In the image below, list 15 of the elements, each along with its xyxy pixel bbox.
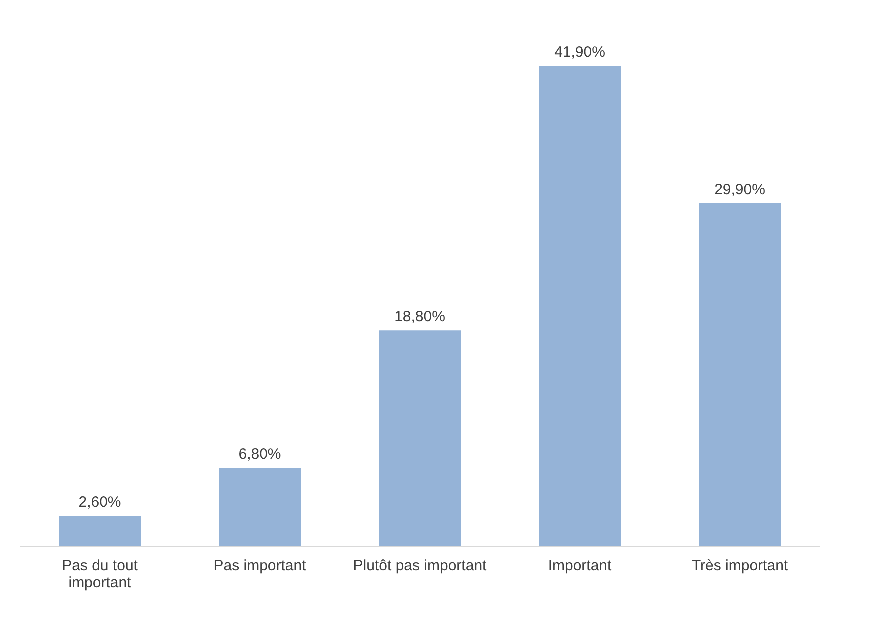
bar [379, 330, 461, 546]
data-label: 29,90% [714, 181, 766, 198]
bar [59, 516, 141, 546]
x-tick-label: Pas important [214, 558, 308, 574]
data-label: 6,80% [238, 446, 282, 464]
bar [219, 468, 301, 546]
x-tick-label: Important [548, 558, 613, 574]
data-label: 2,60% [78, 494, 122, 512]
bar [539, 66, 621, 546]
x-tick-label: Pas du tout important [62, 558, 139, 592]
data-label: 41,90% [554, 44, 606, 61]
data-label: 18,80% [394, 308, 446, 326]
x-tick-label: Très important [692, 558, 789, 574]
bar [699, 203, 781, 546]
x-tick-label: Plutôt pas important [353, 558, 488, 574]
